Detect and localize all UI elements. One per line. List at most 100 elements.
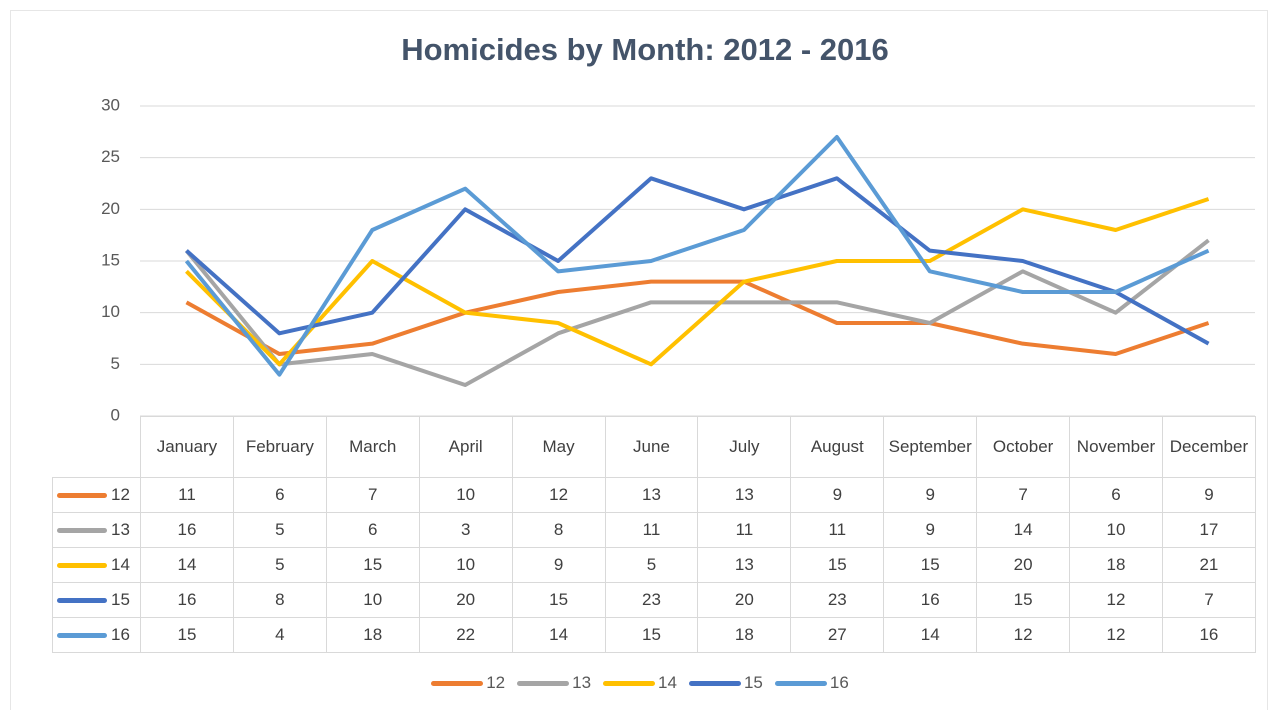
table-header-row: January February March April May June July Augu… xyxy=(53,416,1256,478)
legend-swatch xyxy=(603,680,656,686)
table-value: 23 xyxy=(790,582,885,618)
y-tick-label: 5 xyxy=(111,354,120,373)
table-value: 4 xyxy=(232,617,327,653)
table-value: 6 xyxy=(232,477,327,513)
table-value: 6 xyxy=(325,512,420,548)
series-name: 14 xyxy=(111,555,130,574)
table-value: 16 xyxy=(140,582,234,618)
legend-swatch xyxy=(688,680,741,686)
line-series xyxy=(185,197,1210,367)
table-value: 22 xyxy=(418,617,513,653)
table-value: 14 xyxy=(883,617,978,653)
legend-swatch xyxy=(57,528,107,534)
table-value: 17 xyxy=(1161,512,1256,548)
table-value: 20 xyxy=(976,547,1071,583)
legend-item: 14 xyxy=(603,673,677,693)
series-key: 12 xyxy=(52,477,141,513)
table-value: 10 xyxy=(325,582,420,618)
table-row: 13 16 5 6 3 8 11 11 11 9 14 10 17 xyxy=(52,512,1256,548)
table-value: 16 xyxy=(1161,617,1256,653)
table-value: 5 xyxy=(232,547,327,583)
line-series xyxy=(185,279,1210,356)
legend-label: 15 xyxy=(743,673,763,692)
category-label: March xyxy=(325,416,420,478)
table-value: 16 xyxy=(883,582,978,618)
table-value: 20 xyxy=(418,582,513,618)
table-value: 8 xyxy=(511,512,606,548)
legend-item: 13 xyxy=(517,673,591,693)
table-value: 14 xyxy=(976,512,1071,548)
table-value: 8 xyxy=(232,582,327,618)
table-value: 27 xyxy=(790,617,885,653)
series-name: 15 xyxy=(111,590,130,609)
table-value: 11 xyxy=(604,512,699,548)
table-corner xyxy=(53,417,141,478)
table-value: 11 xyxy=(790,512,885,548)
series-name: 16 xyxy=(111,625,130,644)
table-row: 15 16 8 10 20 15 23 20 23 16 15 12 7 xyxy=(52,582,1256,618)
table-value: 10 xyxy=(418,477,513,513)
line-series xyxy=(185,176,1210,346)
table-value: 12 xyxy=(976,617,1071,653)
category-label: August xyxy=(790,416,885,478)
y-tick-label: 15 xyxy=(101,250,120,269)
legend-swatch xyxy=(57,563,107,569)
category-label: January xyxy=(140,416,234,478)
table-value: 11 xyxy=(140,477,234,513)
table-value: 9 xyxy=(790,477,885,513)
table-value: 9 xyxy=(1161,477,1256,513)
table-value: 16 xyxy=(140,512,234,548)
legend-swatch xyxy=(57,493,107,499)
category-label: July xyxy=(697,416,792,478)
y-tick-label: 0 xyxy=(111,405,120,424)
table-row: 14 14 5 15 10 9 5 13 15 15 20 18 21 xyxy=(52,547,1256,583)
table-value: 15 xyxy=(325,547,420,583)
table-value: 18 xyxy=(325,617,420,653)
category-label: September xyxy=(883,416,978,478)
legend-swatch xyxy=(517,680,570,686)
category-label: February xyxy=(232,416,327,478)
legend-item: 15 xyxy=(688,673,763,693)
category-label: October xyxy=(976,416,1071,478)
table-value: 18 xyxy=(1069,547,1163,583)
category-label: November xyxy=(1069,416,1163,478)
y-tick-label: 10 xyxy=(101,302,120,321)
table-value: 15 xyxy=(511,582,606,618)
table-value: 14 xyxy=(511,617,606,653)
table-value: 10 xyxy=(418,547,513,583)
table-value: 15 xyxy=(883,547,978,583)
table-value: 13 xyxy=(697,547,792,583)
table-value: 21 xyxy=(1161,547,1256,583)
table-value: 10 xyxy=(1069,512,1163,548)
legend-item: 12 xyxy=(431,673,505,693)
table-value: 5 xyxy=(604,547,699,583)
table-row: 12 11 6 7 10 12 13 13 9 9 7 6 9 xyxy=(52,477,1256,513)
legend-swatch xyxy=(57,633,107,639)
table-value: 6 xyxy=(1069,477,1163,513)
series-key: 14 xyxy=(52,547,141,583)
table-value: 15 xyxy=(976,582,1071,618)
table-value: 5 xyxy=(232,512,327,548)
category-label: December xyxy=(1161,416,1256,478)
table-value: 12 xyxy=(1069,617,1163,653)
series-key: 15 xyxy=(52,582,141,618)
table-value: 15 xyxy=(140,617,234,653)
category-label: May xyxy=(511,416,606,478)
category-label: June xyxy=(604,416,699,478)
y-tick-label: 30 xyxy=(101,95,120,114)
legend: 12 13 14 15 16 xyxy=(0,673,1280,693)
table-value: 12 xyxy=(1069,582,1163,618)
table-row: 16 15 4 18 22 14 15 18 27 14 12 12 16 xyxy=(52,617,1256,653)
legend-label: 13 xyxy=(572,673,592,692)
legend-label: 16 xyxy=(829,673,849,692)
table-value: 11 xyxy=(697,512,792,548)
chart-frame xyxy=(10,10,1268,710)
legend-swatch xyxy=(774,680,827,686)
table-value: 15 xyxy=(604,617,699,653)
table-value: 13 xyxy=(604,477,699,513)
line-series xyxy=(184,135,1210,377)
table-value: 18 xyxy=(697,617,792,653)
table-value: 9 xyxy=(883,512,978,548)
table-value: 12 xyxy=(511,477,606,513)
